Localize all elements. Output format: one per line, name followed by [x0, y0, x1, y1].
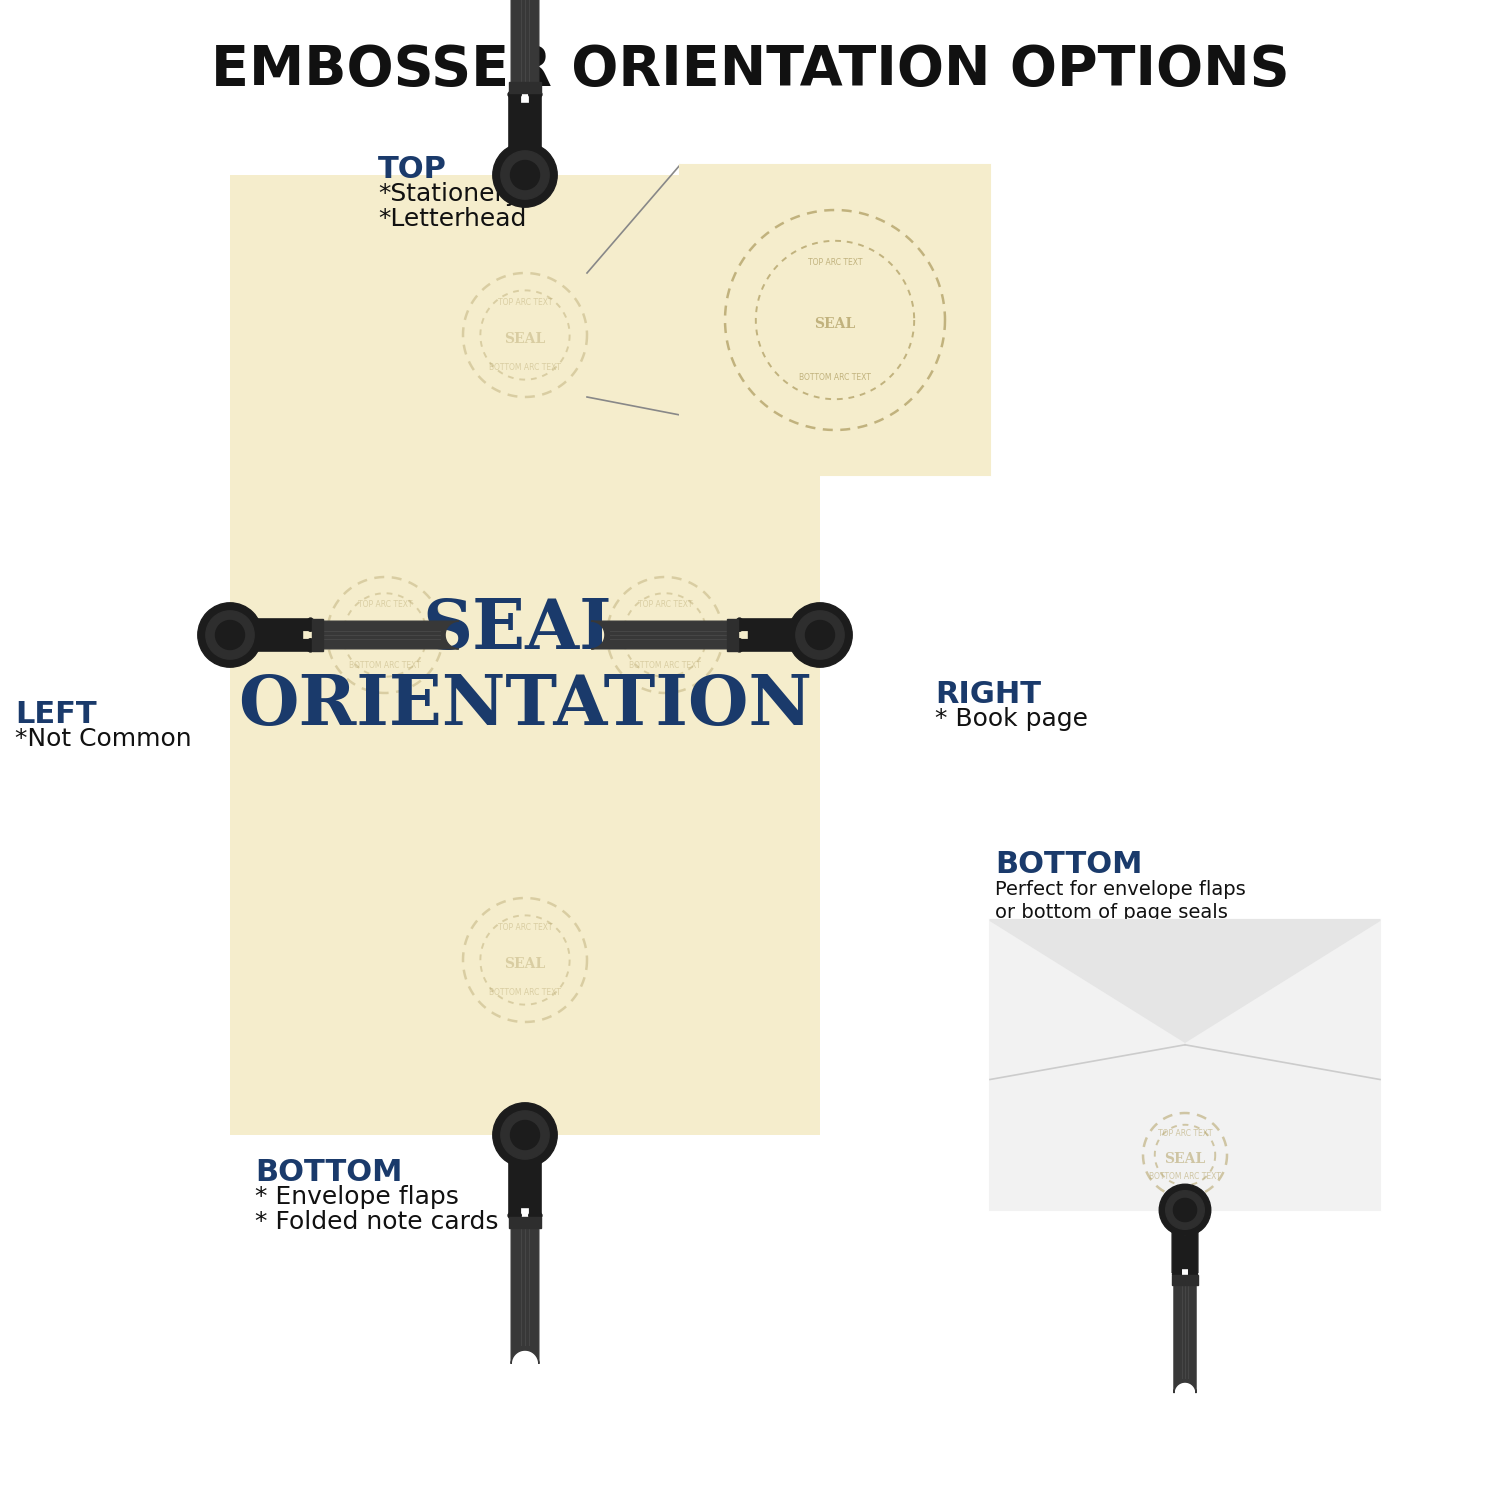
Circle shape	[216, 621, 244, 650]
Text: BOTTOM: BOTTOM	[994, 850, 1143, 879]
Text: BOTTOM ARC TEXT: BOTTOM ARC TEXT	[628, 660, 700, 669]
Circle shape	[198, 603, 262, 668]
Text: TOP ARC TEXT: TOP ARC TEXT	[638, 600, 692, 609]
Ellipse shape	[1190, 1272, 1197, 1276]
Polygon shape	[736, 620, 794, 630]
Circle shape	[501, 152, 549, 200]
Polygon shape	[256, 639, 313, 651]
Polygon shape	[509, 92, 520, 148]
Text: TOP ARC TEXT: TOP ARC TEXT	[1158, 1128, 1212, 1137]
Circle shape	[494, 142, 556, 207]
Text: TOP ARC TEXT: TOP ARC TEXT	[807, 258, 862, 267]
Polygon shape	[1172, 1232, 1182, 1276]
Text: * Folded note cards: * Folded note cards	[255, 1210, 498, 1234]
Circle shape	[510, 160, 540, 189]
Circle shape	[501, 1112, 549, 1160]
Text: LEFT: LEFT	[15, 700, 96, 729]
Circle shape	[1166, 1191, 1204, 1230]
Text: SEAL: SEAL	[504, 332, 546, 346]
Bar	[230, 176, 820, 1136]
Text: SEAL: SEAL	[645, 632, 686, 646]
Polygon shape	[509, 82, 542, 93]
Polygon shape	[308, 621, 459, 650]
Circle shape	[1160, 1184, 1210, 1236]
Polygon shape	[512, 0, 538, 98]
Text: BOTTOM ARC TEXT: BOTTOM ARC TEXT	[1149, 1173, 1221, 1182]
Text: SEAL: SEAL	[504, 957, 546, 970]
Polygon shape	[312, 620, 322, 651]
Text: TOP: TOP	[378, 154, 447, 184]
Polygon shape	[516, 1167, 534, 1208]
Text: SEAL: SEAL	[364, 632, 405, 646]
Text: SEAL: SEAL	[422, 597, 628, 663]
Circle shape	[806, 621, 834, 650]
Polygon shape	[1178, 1236, 1192, 1268]
Text: or bottom of page seals: or bottom of page seals	[994, 903, 1228, 922]
Ellipse shape	[306, 639, 315, 652]
Ellipse shape	[735, 618, 744, 632]
Polygon shape	[1188, 1232, 1198, 1276]
Text: TOP ARC TEXT: TOP ARC TEXT	[498, 298, 552, 307]
Polygon shape	[591, 621, 742, 650]
Text: Perfect for envelope flaps: Perfect for envelope flaps	[994, 880, 1245, 898]
Polygon shape	[530, 92, 542, 148]
Bar	[680, 165, 990, 476]
Text: BOTTOM ARC TEXT: BOTTOM ARC TEXT	[350, 660, 422, 669]
Text: TOP ARC TEXT: TOP ARC TEXT	[357, 600, 413, 609]
Text: SEAL: SEAL	[1164, 1152, 1206, 1166]
Circle shape	[206, 610, 254, 658]
Polygon shape	[728, 620, 738, 651]
Text: EMBOSSER ORIENTATION OPTIONS: EMBOSSER ORIENTATION OPTIONS	[210, 44, 1290, 98]
Ellipse shape	[306, 618, 315, 632]
Polygon shape	[256, 620, 313, 630]
Text: BOTTOM ARC TEXT: BOTTOM ARC TEXT	[489, 987, 561, 996]
Text: RIGHT: RIGHT	[934, 680, 1041, 710]
Circle shape	[494, 1102, 556, 1167]
Ellipse shape	[509, 90, 522, 99]
Text: * Envelope flaps: * Envelope flaps	[255, 1185, 459, 1209]
Text: *Letterhead: *Letterhead	[378, 207, 526, 231]
Circle shape	[510, 1120, 540, 1149]
Polygon shape	[736, 639, 794, 651]
Text: *Not Common: *Not Common	[15, 728, 192, 752]
Polygon shape	[512, 1212, 538, 1364]
Text: * Book page: * Book page	[934, 706, 1088, 730]
Text: TOP ARC TEXT: TOP ARC TEXT	[498, 924, 552, 933]
Text: *Stationery: *Stationery	[378, 182, 519, 206]
Polygon shape	[516, 102, 534, 142]
Polygon shape	[990, 920, 1380, 1042]
Ellipse shape	[528, 1212, 542, 1219]
Bar	[990, 920, 1380, 1210]
Polygon shape	[509, 1161, 520, 1220]
Polygon shape	[1172, 1275, 1198, 1284]
Polygon shape	[509, 1216, 542, 1228]
Text: ORIENTATION: ORIENTATION	[238, 672, 812, 738]
Circle shape	[788, 603, 852, 668]
Circle shape	[1173, 1198, 1197, 1221]
Text: BOTTOM: BOTTOM	[255, 1158, 402, 1186]
Polygon shape	[530, 1161, 542, 1220]
Ellipse shape	[509, 1212, 522, 1219]
Text: BOTTOM ARC TEXT: BOTTOM ARC TEXT	[489, 363, 561, 372]
Ellipse shape	[735, 639, 744, 652]
Ellipse shape	[1173, 1272, 1180, 1276]
Polygon shape	[747, 627, 788, 644]
Ellipse shape	[528, 90, 542, 99]
Text: SEAL: SEAL	[815, 316, 855, 332]
Polygon shape	[1174, 1272, 1196, 1394]
Text: BOTTOM ARC TEXT: BOTTOM ARC TEXT	[800, 372, 871, 381]
Circle shape	[796, 610, 844, 658]
Polygon shape	[262, 627, 303, 644]
